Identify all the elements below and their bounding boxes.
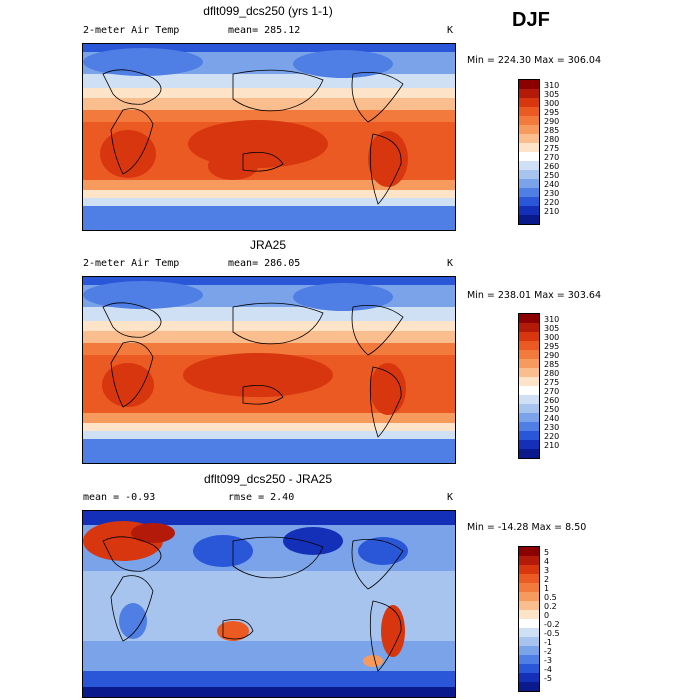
colorbar-tick-label: 305 — [544, 324, 560, 333]
colorbar-tick-label: -5 — [544, 674, 552, 683]
panel-2-range-label: Min = 238.01 Max = 303.64 — [467, 290, 601, 301]
panel-1-mean-label: mean= 285.12 — [228, 25, 301, 36]
panel-1-map — [82, 43, 456, 231]
colorbar-tick-label: 310 — [544, 81, 560, 90]
colorbar-tick-label: -2 — [544, 647, 552, 656]
colorbar-tick-label: 280 — [544, 135, 560, 144]
colorbar-tick-label: -4 — [544, 665, 552, 674]
colorbar-tick-label: 210 — [544, 441, 560, 450]
colorbar-tick-label: 240 — [544, 414, 560, 423]
colorbar-tick-label: 310 — [544, 315, 560, 324]
colorbar-tick-label: 2 — [544, 575, 550, 584]
colorbar-tick-label: 305 — [544, 90, 560, 99]
colorbar-tick-label: 275 — [544, 144, 560, 153]
colorbar-tick-label: 250 — [544, 171, 560, 180]
colorbar-tick-label: 0.5 — [544, 593, 557, 602]
panel-2-title: JRA25 — [249, 238, 287, 252]
colorbar-tick-label: 285 — [544, 126, 560, 135]
panel-2-colorbar — [518, 313, 540, 459]
colorbar-tick-label: 1 — [544, 584, 550, 593]
colorbar-tick-label: 230 — [544, 423, 560, 432]
colorbar-tick-label: 260 — [544, 396, 560, 405]
panel-2-map-field — [83, 277, 455, 463]
colorbar-tick-label: 275 — [544, 378, 560, 387]
colorbar-tick-label: 250 — [544, 405, 560, 414]
colorbar-tick-label: 220 — [544, 432, 560, 441]
panel-1-title: dflt099_dcs250 (yrs 1-1) — [203, 4, 333, 18]
colorbar-tick-label: -0.2 — [544, 620, 560, 629]
panel-2-mean-label: mean= 286.05 — [228, 258, 301, 269]
colorbar-tick-label: -1 — [544, 638, 552, 647]
colorbar-tick-label: -3 — [544, 656, 552, 665]
season-label: DJF — [512, 9, 550, 31]
colorbar-tick-label: 280 — [544, 369, 560, 378]
colorbar-tick-label: 270 — [544, 387, 560, 396]
panel-1-colorbar — [518, 79, 540, 225]
panel-3-map — [82, 510, 456, 698]
colorbar-tick-label: 0.2 — [544, 602, 557, 611]
panel-1-range-label: Min = 224.30 Max = 306.04 — [467, 55, 601, 66]
panel-2-map — [82, 276, 456, 464]
panel-1-unit-label: K — [447, 25, 454, 36]
colorbar-tick-label: 0 — [544, 611, 550, 620]
panel-1-variable-label: 2-meter Air Temp — [83, 25, 180, 36]
colorbar-tick-label: 300 — [544, 333, 560, 342]
colorbar-tick-label: 295 — [544, 342, 560, 351]
colorbar-tick-label: 240 — [544, 180, 560, 189]
colorbar-tick-label: 3 — [544, 566, 550, 575]
panel-3-title: dflt099_dcs250 - JRA25 — [203, 472, 333, 486]
panel-3-colorbar — [518, 546, 540, 692]
colorbar-tick-label: 5 — [544, 548, 550, 557]
panel-1-map-field — [83, 44, 455, 230]
colorbar-tick-label: 295 — [544, 108, 560, 117]
colorbar-tick-label: 220 — [544, 198, 560, 207]
panel-3-mean-label: mean = -0.93 — [83, 492, 156, 503]
colorbar-tick-label: 290 — [544, 351, 560, 360]
panel-3-range-label: Min = -14.28 Max = 8.50 — [467, 522, 587, 533]
colorbar-tick-label: 210 — [544, 207, 560, 216]
colorbar-tick-label: 230 — [544, 189, 560, 198]
colorbar-tick-label: 270 — [544, 153, 560, 162]
colorbar-tick-label: 285 — [544, 360, 560, 369]
panel-3-rmse-label: rmse = 2.40 — [228, 492, 295, 503]
panel-2-variable-label: 2-meter Air Temp — [83, 258, 180, 269]
panel-3-unit-label: K — [447, 492, 454, 503]
colorbar-tick-label: 300 — [544, 99, 560, 108]
colorbar-tick-label: 260 — [544, 162, 560, 171]
panel-3-map-field — [83, 511, 455, 697]
colorbar-tick-label: 290 — [544, 117, 560, 126]
colorbar-tick-label: -0.5 — [544, 629, 560, 638]
colorbar-tick-label: 4 — [544, 557, 550, 566]
panel-2-unit-label: K — [447, 258, 454, 269]
